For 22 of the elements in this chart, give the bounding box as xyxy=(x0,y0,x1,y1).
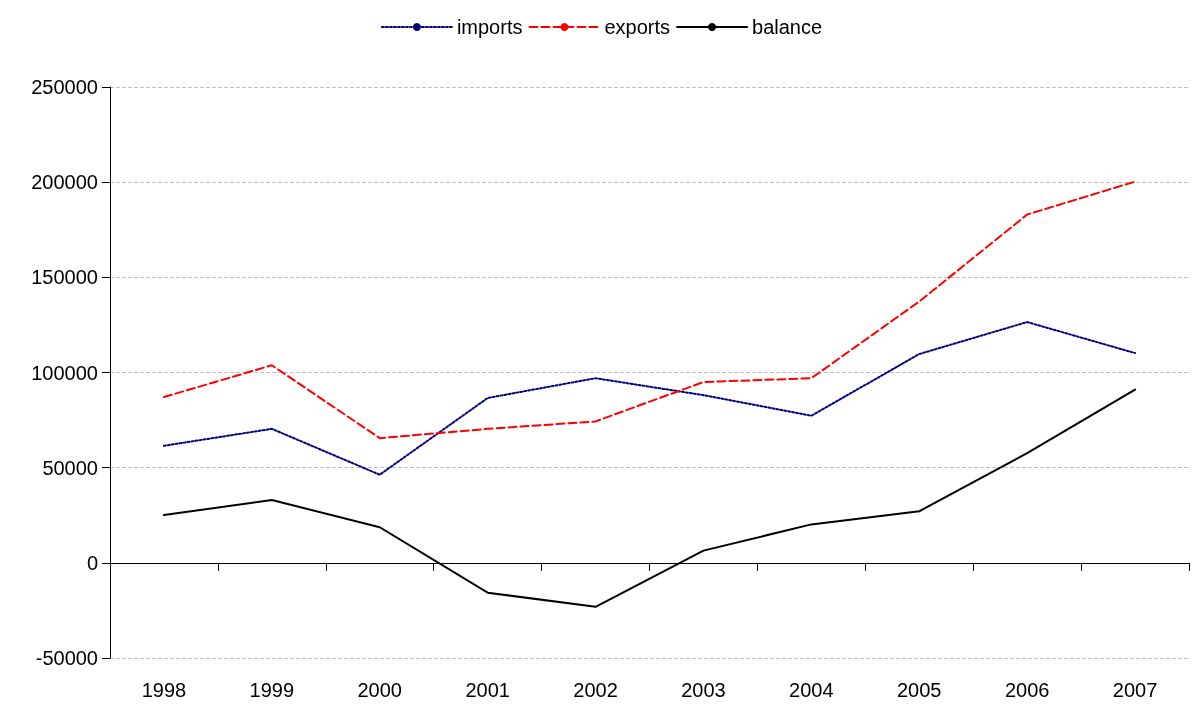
x-tick-label: 2005 xyxy=(897,679,942,701)
y-tick-label: 250000 xyxy=(31,76,98,98)
x-tick-label: 2001 xyxy=(465,679,510,701)
y-tick-label: 100000 xyxy=(31,361,98,384)
y-tick-label: -50000 xyxy=(35,647,98,669)
x-tick-label: 2000 xyxy=(357,679,402,701)
x-tick-label: 2006 xyxy=(1004,679,1050,701)
legend-label: exports xyxy=(604,16,671,38)
x-tick-label: 1998 xyxy=(141,679,187,701)
y-tick-label: 200000 xyxy=(31,171,98,194)
legend-label: balance xyxy=(752,16,823,38)
line-series xyxy=(162,180,1137,440)
y-tick-label: 50000 xyxy=(42,456,98,479)
y-tick-label: 150000 xyxy=(31,266,98,289)
x-tick-label: 1999 xyxy=(249,679,295,701)
y-tick-label: 0 xyxy=(86,551,98,574)
legend-label: imports xyxy=(456,16,523,38)
line-series xyxy=(162,321,1137,476)
x-tick-label: 2002 xyxy=(573,679,618,701)
x-tick-label: 2004 xyxy=(789,679,834,701)
x-tick-label: 2003 xyxy=(681,679,726,701)
x-tick-label: 2007 xyxy=(1112,679,1158,701)
